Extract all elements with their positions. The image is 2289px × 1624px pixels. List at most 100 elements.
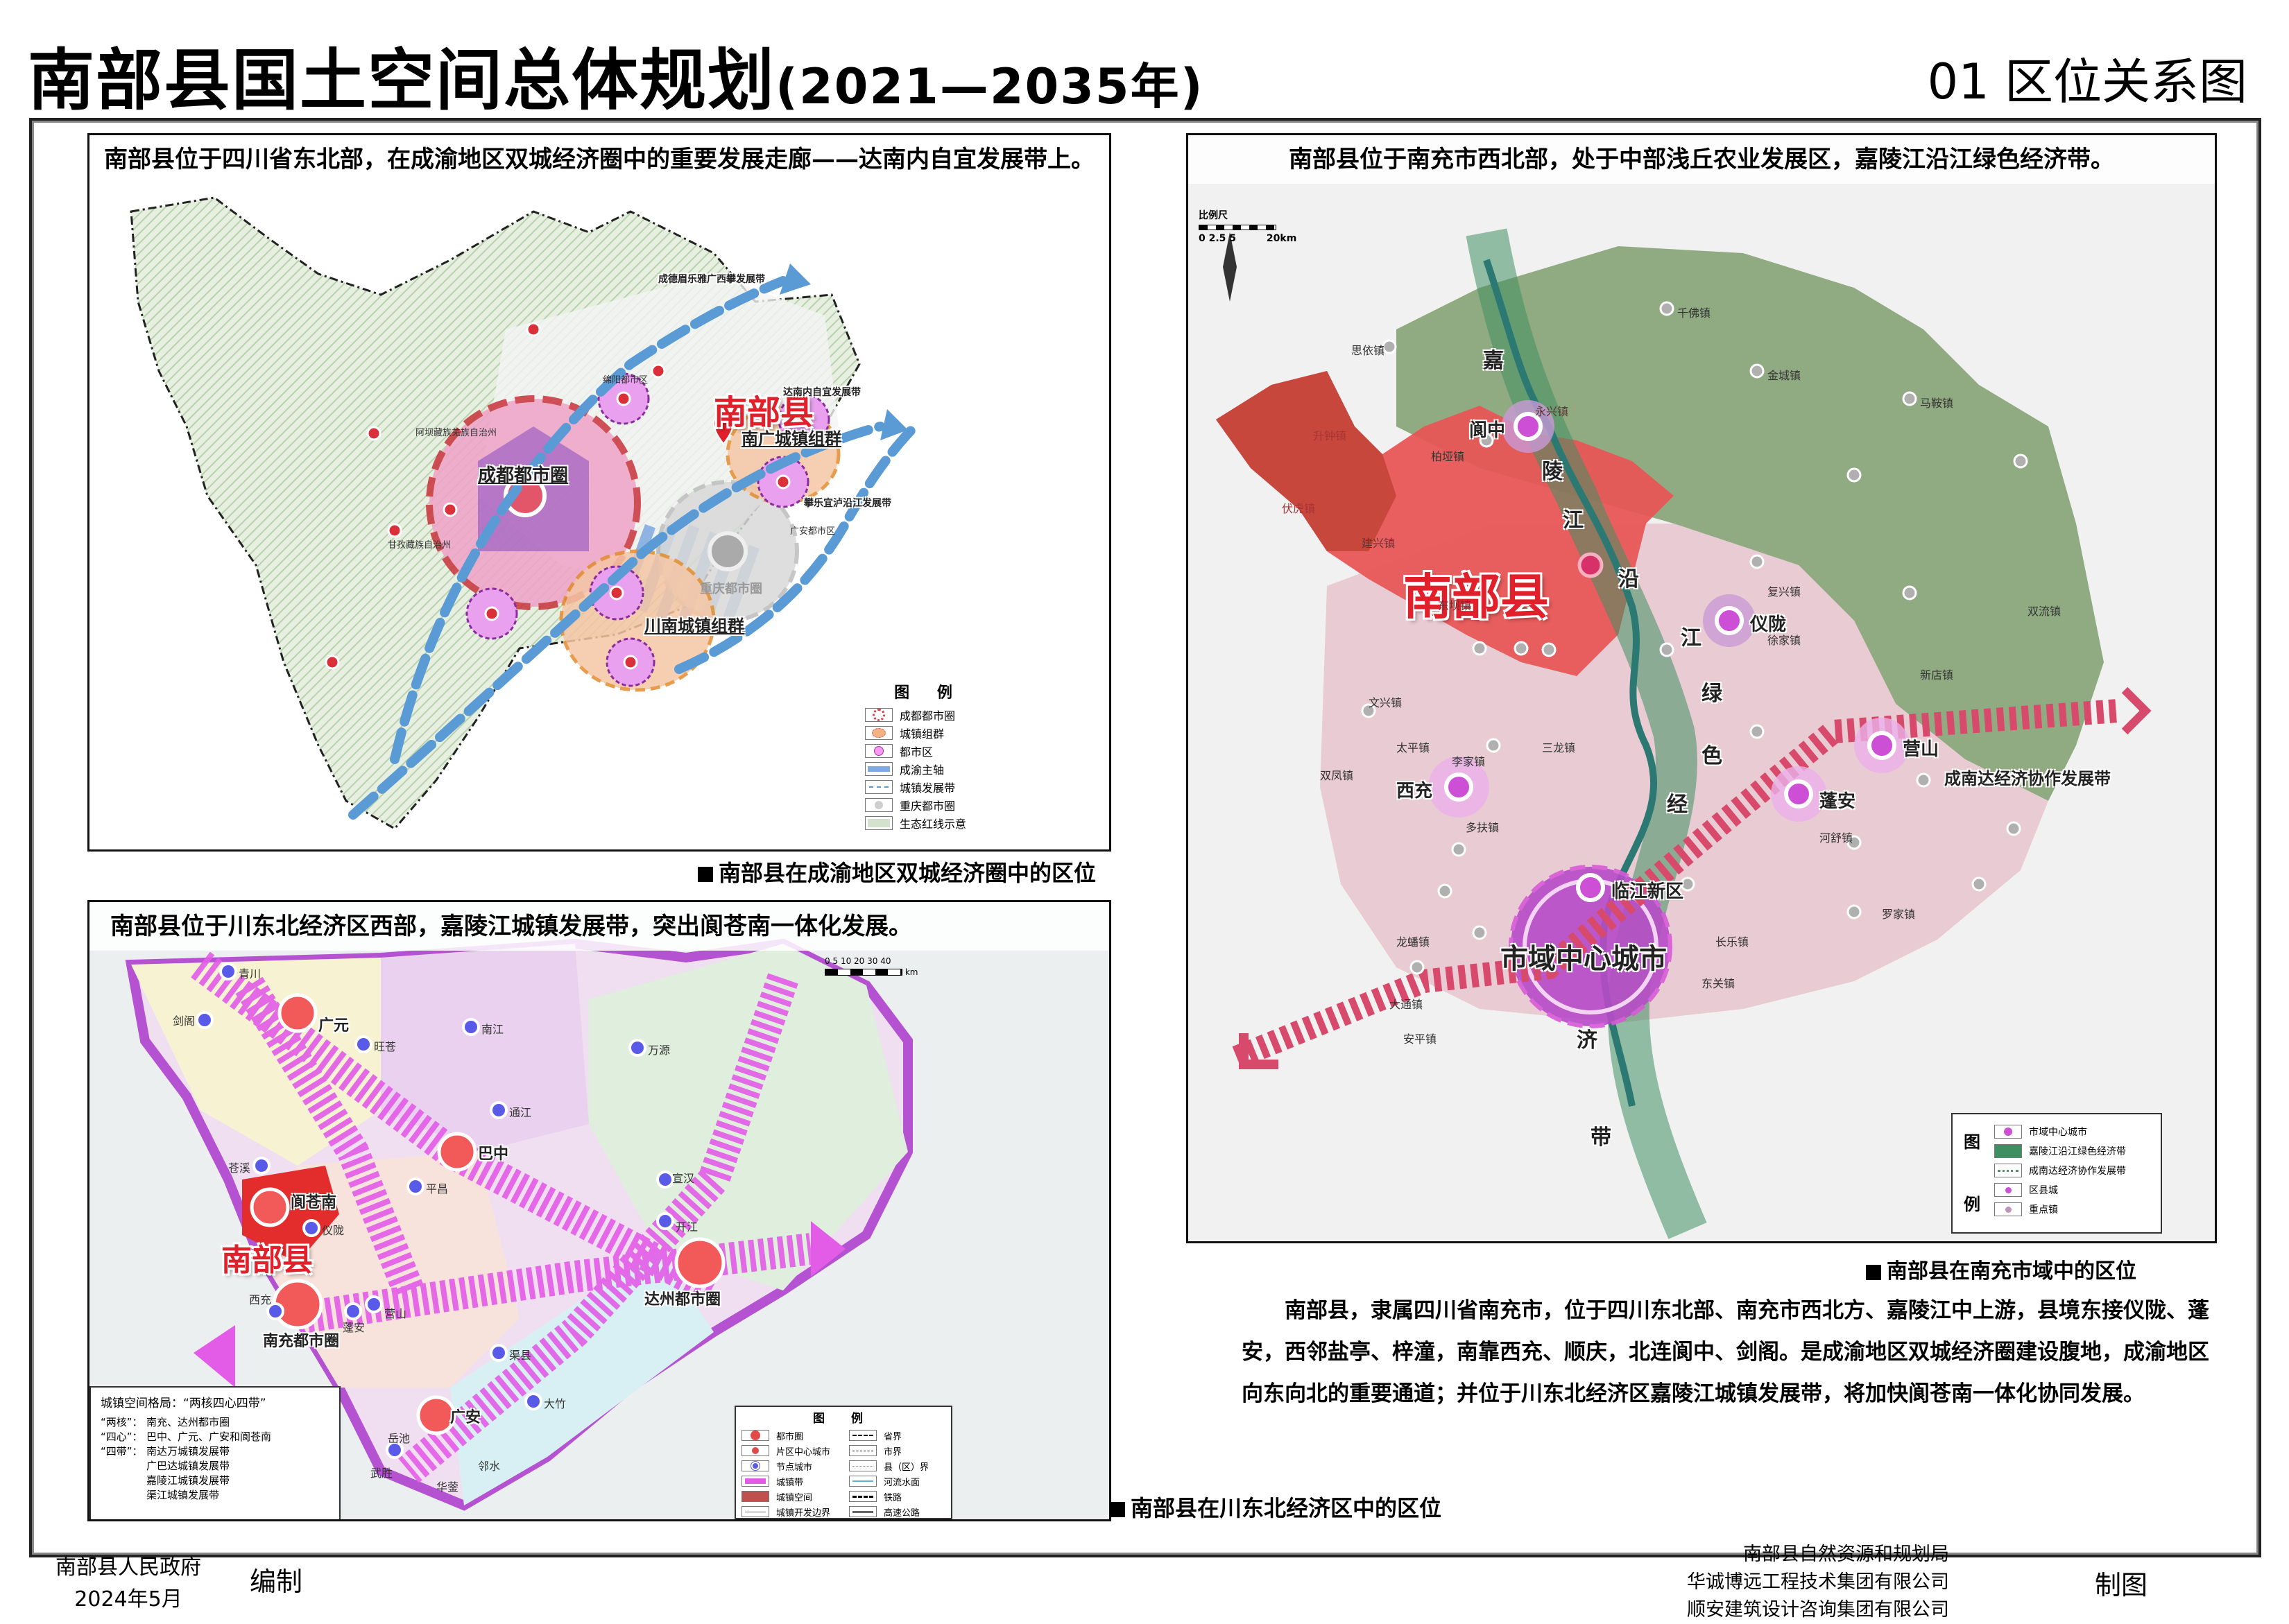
town-label: 多扶镇 — [1466, 821, 1500, 834]
river-char: 江 — [1563, 508, 1584, 533]
nanchong-circle-label: 南充都市圈 — [263, 1333, 340, 1350]
yuechi-label: 岳池 — [388, 1432, 411, 1445]
spatial-pattern-box: 城镇空间格局：“两核四心四带” “两核”： 南充、达州都市圈 “四心”： 巴中、广元… — [89, 1386, 341, 1519]
river-char: 陵 — [1542, 460, 1563, 484]
river-char: 沿 — [1618, 567, 1639, 591]
band-dananneizi-label: 达南内自宜发展带 — [783, 387, 861, 398]
town-label: 金城镇 — [1767, 369, 1801, 382]
town-label: 徐家镇 — [1767, 634, 1801, 647]
legend-item: 市界 — [849, 1444, 945, 1458]
pattern-row: 渠江城镇发展带 — [146, 1489, 220, 1501]
chengyu-legend: 图 例 成都都市圈 城镇组群 都市区 成渝主轴 城镇发展带 重庆都市圈 生态红线… — [859, 676, 998, 833]
drafter-block: 南部县自然资源和规划局 华诚博远工程技术集团有限公司 顺安建筑设计咨询集团有限公… — [1687, 1541, 1949, 1624]
legend-item: 区县城 — [1994, 1181, 2161, 1199]
band-north-label: 成德眉乐雅广西攀发展带 — [658, 274, 765, 285]
drafter-org: 华诚博远工程技术集团有限公司 — [1687, 1571, 1949, 1593]
nanchong-legend: 图 例 市域中心城市 嘉陵江沿江绿色经济带 成南达经济协作发展带 区县城 重点镇 — [1951, 1113, 2162, 1234]
town-label: 李家镇 — [1452, 755, 1486, 768]
chuandongbei-map — [125, 938, 913, 1511]
chuandongbei-panel-title: 南部县位于川东北经济区西部，嘉陵江城镇发展带，突出阆苍南一体化发展。 — [89, 902, 1109, 951]
compiler-role: 编制 — [250, 1566, 303, 1597]
yingshan-label: 营山 — [384, 1307, 407, 1320]
expressway-icon — [852, 1510, 873, 1513]
chongqing-circle-label: 重庆都市圈 — [700, 582, 762, 596]
town-label: 东关镇 — [1701, 977, 1735, 990]
county-town-label: 西充 — [1396, 781, 1433, 802]
pengan-label: 蓬安 — [343, 1321, 366, 1334]
huaying-label: 华蓥 — [436, 1480, 459, 1494]
wangcang-label: 旺苍 — [374, 1040, 397, 1053]
river-char: 带 — [1591, 1125, 1611, 1150]
town-band-icon — [745, 1478, 766, 1484]
nanchong-map-panel: 南部县位于南充市西北部，处于中部浅丘农业发展区，嘉陵江沿江绿色经济带。 — [1186, 133, 2217, 1243]
nanchong-map — [1216, 228, 2152, 1239]
legend-item: 河流水面 — [849, 1474, 945, 1488]
pattern-heading: 城镇空间格局：“两核四心四带” — [101, 1397, 266, 1410]
legend-item: 城镇组群 — [865, 725, 993, 741]
town-label: 罗家镇 — [1882, 908, 1916, 921]
map-frame — [29, 118, 2261, 1557]
town-label: 建兴镇 — [1362, 537, 1396, 550]
square-bullet-icon — [1110, 1502, 1125, 1517]
town-label: 永兴镇 — [1535, 405, 1569, 418]
yilong-label: 仪陇 — [322, 1224, 345, 1237]
nanguang-cluster-label: 南广城镇组群 — [741, 429, 841, 449]
square-bullet-icon — [698, 867, 713, 882]
xichong-label: 西充 — [249, 1293, 272, 1306]
town-label: 柏垭镇 — [1431, 450, 1465, 463]
green-rect-icon — [868, 819, 890, 827]
pattern-row: 嘉陵江城镇发展带 — [146, 1474, 230, 1487]
compiler-block: 南部县人民政府 2024年5月 — [55, 1552, 201, 1616]
kaijiang-label: 开江 — [676, 1220, 698, 1234]
legend-item: 都市圈 — [741, 1428, 838, 1442]
langcangnan-label: 阆苍南 — [291, 1194, 337, 1211]
town-label: 东坝镇 — [1438, 599, 1472, 612]
wanyuan-label: 万源 — [648, 1044, 671, 1057]
county-town-label: 营山 — [1903, 739, 1939, 760]
town-label: 文兴镇 — [1369, 696, 1403, 709]
sheet-title: 01 区位关系图 — [1927, 53, 2247, 110]
county-border-icon — [852, 1465, 873, 1467]
plan-period: (2021—2035年) — [775, 58, 1204, 115]
town-label: 三龙镇 — [1542, 741, 1576, 754]
legend-title-bottom: 例 — [1964, 1195, 1980, 1214]
regional-center-icon — [752, 1447, 759, 1454]
chengyu-map-panel: 南部县位于四川省东北部，在成渝地区双城经济圈中的重要发展走廊——达南内自宜发展带… — [87, 133, 1111, 852]
town-space-icon — [741, 1491, 769, 1502]
town-label: 升钟镇 — [1313, 429, 1347, 442]
page-title: 南部县国土空间总体规划(2021—2035年) — [28, 42, 1204, 119]
town-label: 双凤镇 — [1320, 769, 1354, 782]
legend-item: 都市区 — [865, 743, 993, 759]
legend-item: 铁路 — [849, 1489, 945, 1503]
river-char: 绿 — [1701, 682, 1722, 706]
legend-item: 成南达经济协作发展带 — [1994, 1161, 2161, 1180]
quxian-label: 渠县 — [509, 1349, 532, 1362]
legend-item: 嘉陵江沿江绿色经济带 — [1994, 1142, 2161, 1160]
cangxi-label: 苍溪 — [228, 1161, 251, 1175]
drafter-org: 南部县自然资源和规划局 — [1743, 1544, 1949, 1565]
river-char: 经 — [1667, 793, 1688, 817]
river-char: 江 — [1681, 626, 1701, 650]
town-label: 马鞍镇 — [1920, 397, 1954, 410]
nanbu-highlight-label: 南部县 — [221, 1243, 313, 1278]
legend-item: 城镇发展带 — [865, 779, 993, 795]
blue-axis-icon — [868, 766, 890, 772]
nanchong-caption: 南部县在南充市域中的区位 — [1866, 1254, 2136, 1284]
grey-circle-icon — [875, 801, 883, 809]
pattern-row: 广巴达城镇发展带 — [146, 1460, 230, 1472]
nanjiang-label: 南江 — [481, 1023, 504, 1036]
chengdu-circle-label: 成都都市圈 — [478, 465, 569, 486]
wusheng-label: 武胜 — [370, 1467, 393, 1480]
legend-item: 生态红线示意 — [865, 815, 993, 831]
chuandongbei-map-panel: 南部县位于川东北经济区西部，嘉陵江城镇发展带，突出阆苍南一体化发展。 南部县 广… — [87, 900, 1111, 1521]
dotted-band-icon — [1998, 1169, 2018, 1172]
pingchang-label: 平昌 — [426, 1182, 449, 1195]
legend-item: 县（区）界 — [849, 1459, 945, 1473]
pink-circle-icon — [874, 746, 884, 756]
river-char: 嘉 — [1483, 349, 1504, 373]
town-label: 复兴镇 — [1767, 585, 1801, 598]
legend-item: 重点镇 — [1994, 1200, 2161, 1218]
nanbu-highlight-label: 南部县 — [714, 393, 814, 432]
guangan-label: 广安都市区 — [790, 526, 836, 537]
river-char: 色 — [1701, 744, 1722, 768]
